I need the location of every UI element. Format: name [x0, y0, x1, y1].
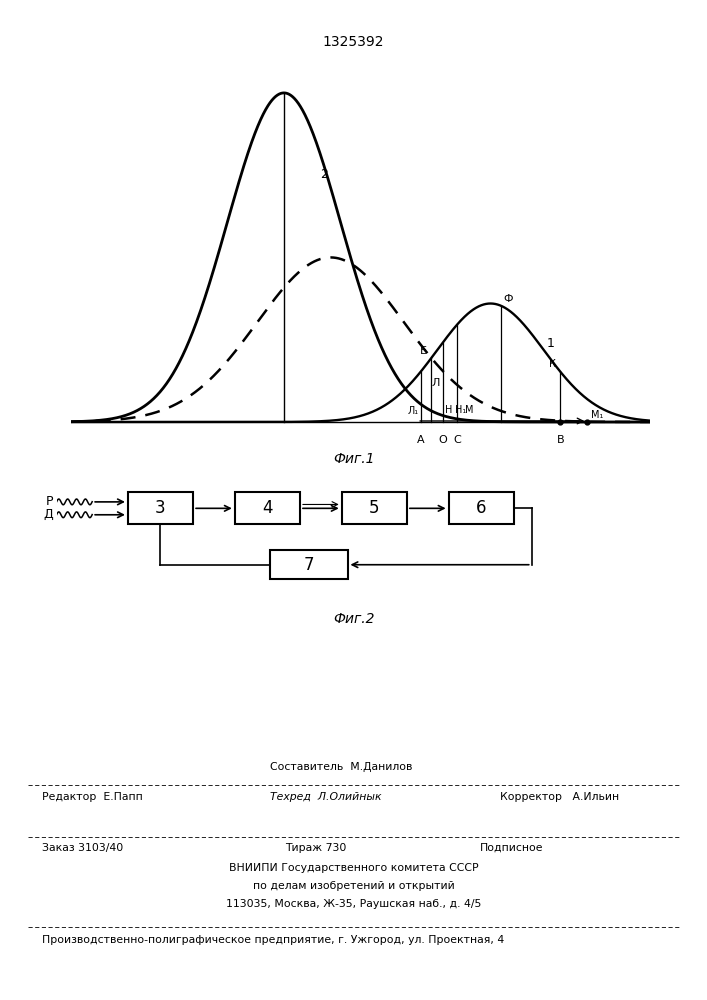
- Text: К: К: [549, 359, 556, 369]
- Text: Р: Р: [46, 495, 54, 508]
- Text: Е: Е: [420, 346, 426, 356]
- Text: ВНИИПИ Государственного комитета СССР: ВНИИПИ Государственного комитета СССР: [229, 863, 479, 873]
- Text: 6: 6: [476, 499, 486, 517]
- Text: Редактор  Е.Папп: Редактор Е.Папп: [42, 792, 143, 802]
- Bar: [235, 492, 300, 524]
- Text: Л₁: Л₁: [408, 406, 419, 416]
- Text: М: М: [465, 405, 474, 415]
- Text: Подписное: Подписное: [480, 843, 544, 853]
- Bar: [448, 492, 514, 524]
- Text: Тираж 730: Тираж 730: [285, 843, 346, 853]
- Text: О: О: [438, 435, 447, 445]
- Text: 5: 5: [369, 499, 380, 517]
- Text: С: С: [453, 435, 461, 445]
- Text: Фиг.2: Фиг.2: [333, 612, 374, 626]
- Text: Л: Л: [432, 378, 440, 388]
- Text: Н: Н: [445, 405, 452, 415]
- Text: 1: 1: [547, 337, 555, 350]
- Text: по делам изобретений и открытий: по делам изобретений и открытий: [253, 881, 455, 891]
- Text: Техред  Л.Олийнык: Техред Л.Олийнык: [270, 792, 382, 802]
- Bar: [270, 550, 348, 579]
- Text: 4: 4: [262, 499, 273, 517]
- Text: Составитель  М.Данилов: Составитель М.Данилов: [270, 762, 412, 772]
- Text: 2: 2: [320, 168, 329, 181]
- Text: Д: Д: [44, 508, 54, 521]
- Text: Ф: Ф: [504, 294, 513, 304]
- Text: Н₁: Н₁: [455, 405, 466, 415]
- Text: 3: 3: [155, 499, 166, 517]
- Text: Фиг.1: Фиг.1: [333, 452, 374, 466]
- Text: В: В: [556, 435, 564, 445]
- Text: Заказ 3103/40: Заказ 3103/40: [42, 843, 123, 853]
- Text: Корректор   А.Ильин: Корректор А.Ильин: [500, 792, 619, 802]
- Bar: [341, 492, 407, 524]
- Text: Производственно-полиграфическое предприятие, г. Ужгород, ул. Проектная, 4: Производственно-полиграфическое предприя…: [42, 935, 504, 945]
- Bar: [128, 492, 193, 524]
- Text: 7: 7: [304, 556, 314, 574]
- Text: М₁: М₁: [591, 410, 604, 420]
- Text: 1325392: 1325392: [323, 35, 384, 49]
- Text: А: А: [416, 435, 424, 445]
- Text: 113035, Москва, Ж-35, Раушская наб., д. 4/5: 113035, Москва, Ж-35, Раушская наб., д. …: [226, 899, 481, 909]
